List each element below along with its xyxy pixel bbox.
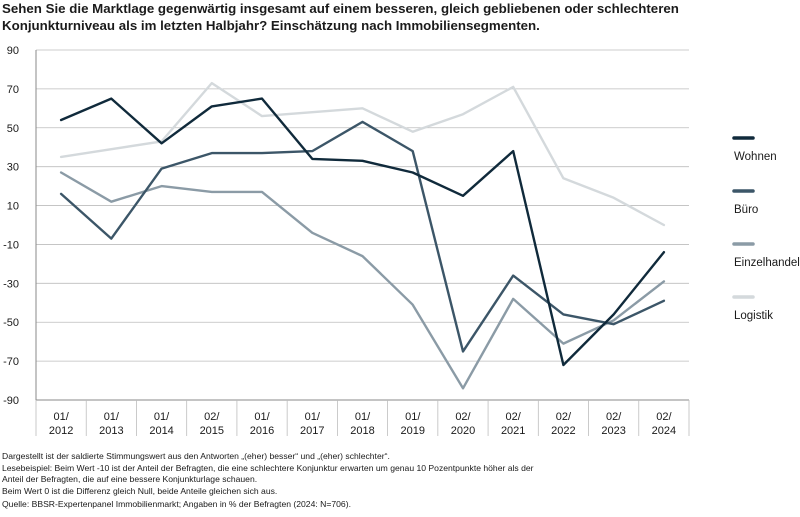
x-tick-label: 2021 <box>501 425 525 437</box>
x-tick-label: 2020 <box>451 425 475 437</box>
x-tick-label: 01/ <box>53 411 69 423</box>
y-tick-label: 50 <box>7 123 19 135</box>
x-tick-label: 2013 <box>99 425 123 437</box>
x-tick-label: 2022 <box>551 425 575 437</box>
x-tick-label: 01/ <box>104 411 120 423</box>
x-tick-label: 02/ <box>506 411 522 423</box>
x-tick-label: 01/ <box>355 411 371 423</box>
legend-label: Einzelhandel <box>734 257 800 269</box>
x-axis: 01/2012 01/2013 01/2014 02/2015 01/2016 01/20… <box>35 399 690 437</box>
x-tick-label: 2014 <box>149 425 173 437</box>
chart-series <box>59 81 666 390</box>
legend-label: Wohnen <box>734 151 777 163</box>
y-tick-label: -30 <box>3 278 19 290</box>
x-tick-label: 02/ <box>204 411 220 423</box>
footnote-line-2: Lesebeispiel: Beim Wert -10 ist der Ante… <box>2 462 534 473</box>
x-tick-label: 02/ <box>606 411 622 423</box>
series-line-logistik <box>59 81 666 227</box>
series-line-wohnen <box>59 97 666 367</box>
chart-title-line-1: Sehen Sie die Marktlage gegenwärtig insg… <box>2 1 679 16</box>
x-tick-label: 2024 <box>652 425 676 437</box>
series-line-einzelhandel <box>59 171 666 390</box>
y-tick-label: -90 <box>3 395 19 407</box>
legend-label: Logistik <box>734 310 773 322</box>
y-tick-label: 90 <box>7 45 19 57</box>
chart-title: Sehen Sie die Marktlage gegenwärtig insg… <box>2 0 798 34</box>
chart-gridlines <box>36 49 689 401</box>
footnote-line-1: Dargestellt ist der saldierte Stimmungsw… <box>2 451 390 461</box>
x-tick-label: 2015 <box>200 425 224 437</box>
x-tick-label: 2016 <box>250 425 274 437</box>
series-line-büro <box>59 120 666 353</box>
x-tick-label: 02/ <box>556 411 572 423</box>
y-axis: 90 70 50 30 10 -10 -30 -50 -70 -90 <box>3 45 37 407</box>
footnote-line-3: Anteil der Befragten, die auf eine besse… <box>2 474 258 485</box>
x-tick-label: 02/ <box>455 411 471 423</box>
y-tick-label: -50 <box>3 317 19 329</box>
x-tick-label: 2012 <box>49 425 73 437</box>
y-tick-label: -10 <box>3 239 19 251</box>
chart-legend: Wohnen Büro Einzelhandel Logistik <box>732 136 800 322</box>
x-tick-label: 2018 <box>350 425 374 437</box>
x-tick-label: 01/ <box>254 411 270 423</box>
y-tick-label: 30 <box>7 162 19 174</box>
y-tick-label: -70 <box>3 356 19 368</box>
x-tick-label: 01/ <box>154 411 170 423</box>
legend-label: Büro <box>734 204 758 216</box>
x-tick-label: 02/ <box>656 411 672 423</box>
chart-source: Quelle: BBSR-Expertenpanel Immobilienmar… <box>2 499 351 510</box>
footnote-line-4: Beim Wert 0 ist die Differenz gleich Nul… <box>2 485 278 496</box>
x-tick-label: 2019 <box>400 425 424 437</box>
x-tick-label: 01/ <box>305 411 321 423</box>
x-tick-label: 01/ <box>405 411 421 423</box>
y-tick-label: 10 <box>7 201 19 213</box>
y-tick-label: 70 <box>7 84 19 96</box>
x-tick-label: 2023 <box>601 425 625 437</box>
x-tick-label: 2017 <box>300 425 324 437</box>
chart-footnotes: Dargestellt ist der saldierte Stimmungsw… <box>2 451 798 511</box>
chart-title-line-2: Konjunkturniveau als im letzten Halbjahr… <box>2 18 540 33</box>
